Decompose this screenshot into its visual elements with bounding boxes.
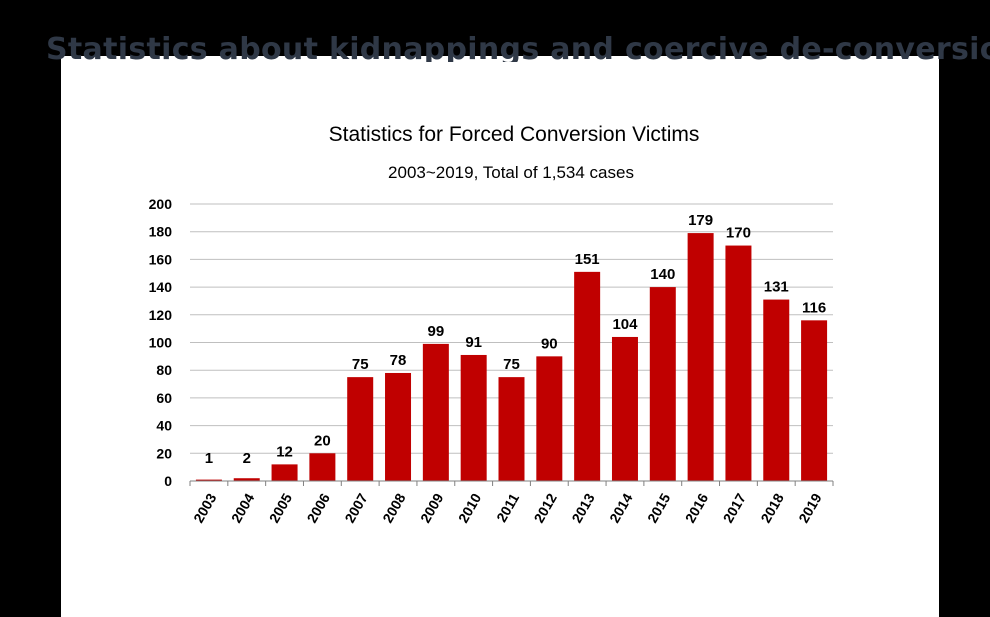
x-tick-label: 2012 — [530, 490, 560, 525]
bar-2010 — [460, 354, 487, 481]
bar-2009 — [422, 343, 449, 481]
x-axis-tick-labels: 2003 2004 2005 2006 2007 2008 2009 2010 2011 2012… — [190, 490, 825, 525]
bars — [195, 233, 828, 481]
x-tick-label: 2007 — [341, 490, 371, 525]
y-tick-label: 0 — [164, 473, 172, 489]
bar-2016 — [687, 233, 714, 481]
x-tick-label: 2014 — [606, 490, 636, 525]
data-label: 131 — [764, 279, 789, 296]
bar-2018 — [763, 299, 790, 481]
x-tick-label: 2005 — [266, 490, 296, 525]
y-tick-label: 100 — [149, 335, 173, 351]
data-label: 78 — [390, 352, 407, 369]
bar-2008 — [385, 372, 412, 481]
data-label: 104 — [612, 316, 638, 333]
y-tick-label: 180 — [149, 224, 173, 240]
y-tick-label: 40 — [156, 418, 172, 434]
bar-2011 — [498, 377, 525, 481]
data-label: 170 — [726, 225, 751, 242]
data-label: 75 — [503, 356, 520, 373]
data-label: 12 — [276, 443, 293, 460]
chart-title: Statistics for Forced Conversion Victims — [329, 123, 700, 146]
x-tick-label: 2013 — [568, 490, 598, 525]
bar-2014 — [611, 336, 638, 481]
x-axis — [189, 480, 834, 486]
data-label: 151 — [575, 251, 600, 268]
bar-2017 — [725, 245, 752, 481]
bar-2005 — [271, 464, 298, 481]
bar-2003 — [195, 479, 222, 481]
data-label: 116 — [802, 299, 826, 316]
x-tick-label: 2016 — [682, 490, 712, 525]
x-tick-label: 2015 — [644, 490, 674, 525]
y-tick-label: 160 — [149, 251, 173, 267]
data-label: 99 — [428, 323, 445, 340]
data-label: 20 — [314, 432, 331, 449]
data-label: 140 — [650, 266, 675, 283]
bar-2015 — [649, 287, 676, 481]
data-label: 1 — [205, 450, 213, 467]
bar-2013 — [574, 271, 601, 481]
y-axis-tick-labels: 0 20 40 60 80 100 120 140 160 180 200 — [149, 196, 173, 489]
x-tick-label: 2011 — [493, 490, 522, 524]
x-tick-label: 2017 — [720, 490, 750, 525]
x-tick-label: 2010 — [455, 490, 485, 525]
y-tick-label: 20 — [156, 445, 172, 461]
data-label: 91 — [465, 334, 482, 351]
data-label: 179 — [688, 212, 713, 229]
bar-2007 — [347, 377, 374, 481]
y-tick-label: 120 — [149, 307, 173, 323]
x-tick-label: 2008 — [379, 490, 409, 525]
y-tick-label: 60 — [156, 390, 172, 406]
slide-title: Statistics about kidnappings and coerciv… — [46, 32, 990, 62]
data-label: 2 — [243, 450, 251, 467]
bar-2019 — [801, 320, 828, 481]
bar-2004 — [233, 478, 260, 481]
data-label: 75 — [352, 356, 369, 373]
data-label: 90 — [541, 335, 558, 352]
x-tick-label: 2009 — [417, 490, 447, 525]
chart-subtitle: 2003~2019, Total of 1,534 cases — [388, 163, 634, 182]
y-tick-label: 200 — [149, 196, 173, 212]
bar-2006 — [309, 453, 336, 481]
x-tick-label: 2006 — [304, 490, 334, 525]
x-tick-label: 2019 — [795, 490, 825, 525]
y-tick-label: 80 — [156, 362, 172, 378]
y-tick-label: 140 — [149, 279, 173, 295]
x-tick-label: 2003 — [190, 490, 220, 525]
slide-content-panel — [61, 56, 939, 617]
x-tick-label: 2004 — [228, 490, 258, 525]
bar-2012 — [536, 356, 563, 481]
x-tick-label: 2018 — [757, 490, 787, 525]
